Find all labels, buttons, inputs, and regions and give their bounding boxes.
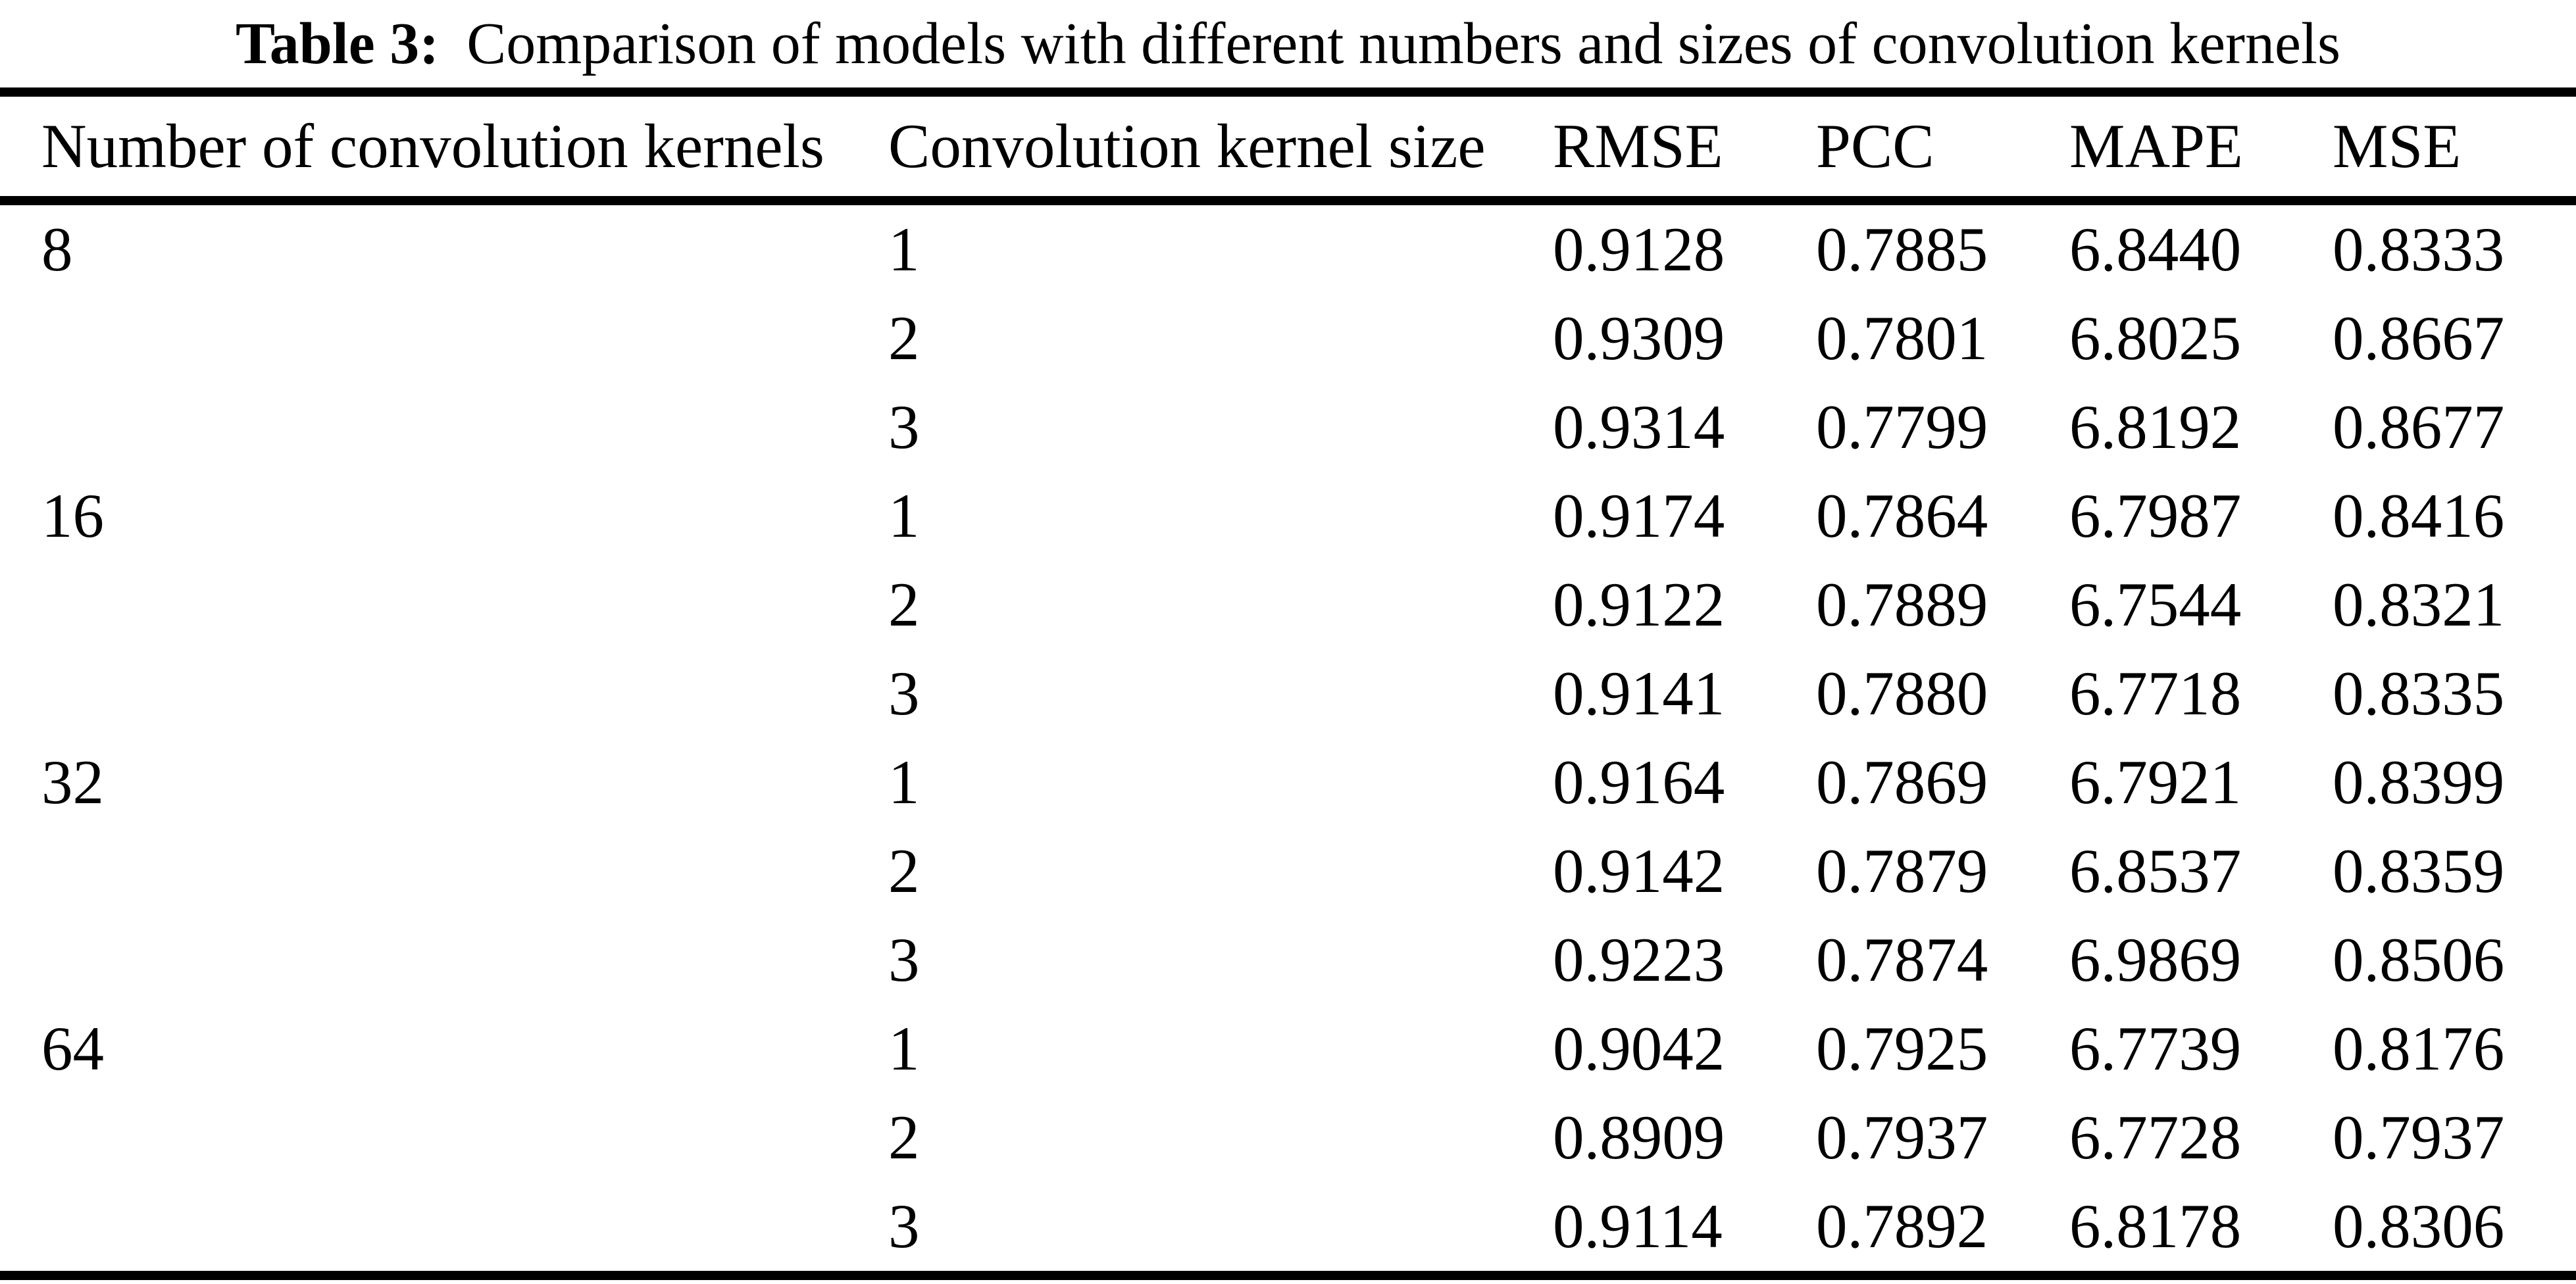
- cell-kernel-size: 2: [888, 303, 920, 373]
- cell-kernel-size: 3: [888, 925, 920, 995]
- table-row: 32 1 0.9164 0.7869 6.7921 0.8399: [0, 738, 2576, 827]
- cell-mse: 0.8416: [2333, 481, 2505, 551]
- cell-rmse: 0.9309: [1553, 303, 1725, 373]
- cell-mape: 6.7544: [2069, 570, 2242, 639]
- cell-rmse: 0.9314: [1553, 392, 1725, 462]
- header-cell-kernel-count: Number of convolution kernels: [41, 111, 824, 181]
- cell-kernel-size: 3: [888, 392, 920, 462]
- cell-mape: 6.8440: [2069, 214, 2242, 284]
- cell-mse: 0.8399: [2333, 747, 2505, 817]
- cell-mse: 0.8321: [2333, 570, 2505, 639]
- cell-kernel-count: 32: [41, 747, 104, 817]
- cell-mse: 0.8667: [2333, 303, 2505, 373]
- cell-pcc: 0.7801: [1816, 303, 1988, 373]
- cell-mape: 6.8192: [2069, 392, 2242, 462]
- table-row: 3 0.9223 0.7874 6.9869 0.8506: [0, 916, 2576, 1004]
- cell-pcc: 0.7864: [1816, 481, 1988, 551]
- cell-pcc: 0.7799: [1816, 392, 1988, 462]
- cell-kernel-count: 8: [41, 214, 73, 284]
- cell-pcc: 0.7892: [1816, 1191, 1988, 1261]
- cell-rmse: 0.9128: [1553, 214, 1725, 284]
- cell-mse: 0.8506: [2333, 925, 2505, 995]
- cell-pcc: 0.7937: [1816, 1102, 1988, 1172]
- cell-mape: 6.7718: [2069, 658, 2242, 728]
- cell-pcc: 0.7874: [1816, 925, 1988, 995]
- cell-mse: 0.8677: [2333, 392, 2505, 462]
- header-cell-mape: MAPE: [2069, 111, 2243, 181]
- cell-kernel-count: 16: [41, 481, 104, 551]
- cell-rmse: 0.9142: [1553, 836, 1725, 906]
- cell-mape: 6.7728: [2069, 1102, 2242, 1172]
- cell-kernel-size: 3: [888, 1191, 920, 1261]
- cell-rmse: 0.9141: [1553, 658, 1725, 728]
- cell-mse: 0.8359: [2333, 836, 2505, 906]
- cell-kernel-size: 1: [888, 214, 920, 284]
- table-caption-label: Table 3:: [235, 11, 440, 76]
- table-caption: Table 3: Comparison of models with diffe…: [0, 0, 2576, 87]
- table-row: 16 1 0.9174 0.7864 6.7987 0.8416: [0, 472, 2576, 560]
- header-cell-kernel-size: Convolution kernel size: [888, 111, 1486, 181]
- table-header-row: Number of convolution kernels Convolutio…: [0, 97, 2576, 196]
- table-rule-bottom: [0, 1271, 2576, 1280]
- table-row: 3 0.9314 0.7799 6.8192 0.8677: [0, 383, 2576, 472]
- cell-rmse: 0.8909: [1553, 1102, 1725, 1172]
- table-rule-top: [0, 87, 2576, 97]
- table-row: 8 1 0.9128 0.7885 6.8440 0.8333: [0, 205, 2576, 294]
- cell-kernel-size: 3: [888, 658, 920, 728]
- cell-kernel-size: 1: [888, 1014, 920, 1083]
- cell-rmse: 0.9174: [1553, 481, 1725, 551]
- cell-mse: 0.8306: [2333, 1191, 2505, 1261]
- cell-mape: 6.7739: [2069, 1014, 2242, 1083]
- table-row: 3 0.9114 0.7892 6.8178 0.8306: [0, 1182, 2576, 1271]
- table-row: 2 0.9142 0.7879 6.8537 0.8359: [0, 827, 2576, 916]
- cell-rmse: 0.9114: [1553, 1191, 1723, 1261]
- cell-mse: 0.8335: [2333, 658, 2505, 728]
- cell-kernel-size: 1: [888, 747, 920, 817]
- header-cell-pcc: PCC: [1816, 111, 1934, 181]
- cell-kernel-size: 2: [888, 836, 920, 906]
- cell-kernel-count: 64: [41, 1014, 104, 1083]
- cell-rmse: 0.9164: [1553, 747, 1725, 817]
- cell-kernel-size: 1: [888, 481, 920, 551]
- cell-rmse: 0.9223: [1553, 925, 1725, 995]
- cell-mse: 0.8176: [2333, 1014, 2505, 1083]
- table-row: 2 0.9122 0.7889 6.7544 0.8321: [0, 560, 2576, 649]
- cell-mse: 0.7937: [2333, 1102, 2505, 1172]
- header-cell-rmse: RMSE: [1553, 111, 1723, 181]
- table-row: 2 0.9309 0.7801 6.8025 0.8667: [0, 294, 2576, 383]
- table-row: 2 0.8909 0.7937 6.7728 0.7937: [0, 1093, 2576, 1182]
- table-rule-mid: [0, 196, 2576, 205]
- cell-mape: 6.8537: [2069, 836, 2242, 906]
- table-caption-text: Comparison of models with different numb…: [467, 11, 2341, 76]
- cell-mape: 6.7921: [2069, 747, 2242, 817]
- table-row: 3 0.9141 0.7880 6.7718 0.8335: [0, 649, 2576, 738]
- cell-mape: 6.9869: [2069, 925, 2242, 995]
- table-row: 64 1 0.9042 0.7925 6.7739 0.8176: [0, 1004, 2576, 1093]
- cell-rmse: 0.9122: [1553, 570, 1725, 639]
- cell-mape: 6.8178: [2069, 1191, 2242, 1261]
- cell-pcc: 0.7880: [1816, 658, 1988, 728]
- cell-mape: 6.8025: [2069, 303, 2242, 373]
- table-body: 8 1 0.9128 0.7885 6.8440 0.8333 2 0.9309 0.7801 6…: [0, 205, 2576, 1271]
- cell-pcc: 0.7869: [1816, 747, 1988, 817]
- cell-pcc: 0.7885: [1816, 214, 1988, 284]
- cell-mse: 0.8333: [2333, 214, 2505, 284]
- cell-mape: 6.7987: [2069, 481, 2242, 551]
- cell-pcc: 0.7889: [1816, 570, 1988, 639]
- cell-kernel-size: 2: [888, 1102, 920, 1172]
- cell-kernel-size: 2: [888, 570, 920, 639]
- cell-pcc: 0.7879: [1816, 836, 1988, 906]
- cell-pcc: 0.7925: [1816, 1014, 1988, 1083]
- header-cell-mse: MSE: [2333, 111, 2462, 181]
- cell-rmse: 0.9042: [1553, 1014, 1725, 1083]
